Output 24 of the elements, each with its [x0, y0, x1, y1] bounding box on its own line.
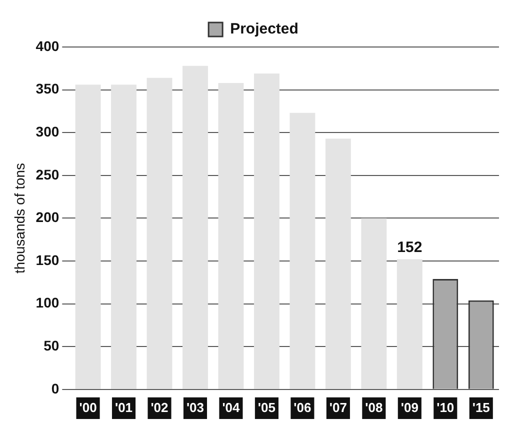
- x-tick-label: '00: [79, 400, 97, 415]
- x-tick-label: '15: [472, 400, 490, 415]
- y-tick-label: 250: [36, 166, 60, 182]
- x-tick-label: '10: [436, 400, 454, 415]
- y-axis-title: thousands of tons: [11, 162, 28, 274]
- x-tick-label: '04: [222, 400, 241, 415]
- x-tick-label: '01: [114, 400, 133, 415]
- x-tick-label: '09: [400, 400, 418, 415]
- y-tick-label: 50: [44, 337, 60, 354]
- x-tick-label: '06: [294, 400, 312, 415]
- x-tick-label: '02: [150, 400, 168, 415]
- x-tick-label: '05: [258, 400, 276, 415]
- x-tick-label: '03: [186, 400, 204, 415]
- x-tick-label: '07: [329, 400, 347, 415]
- x-tick-label: '08: [365, 400, 383, 415]
- legend-label: Projected: [230, 20, 298, 38]
- y-tick-label: 350: [36, 80, 60, 97]
- y-tick-label: 300: [36, 123, 60, 140]
- y-tick-label: 400: [36, 38, 60, 54]
- data-label: 152: [397, 238, 422, 256]
- y-tick-label: 200: [36, 209, 60, 226]
- y-tick-label: 0: [51, 380, 60, 396]
- y-tick-label: 100: [36, 294, 60, 311]
- y-tick-label: 150: [36, 252, 60, 268]
